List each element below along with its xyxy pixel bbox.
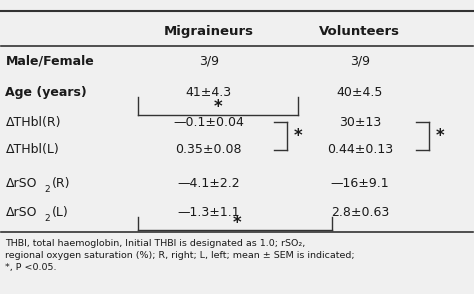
Text: 2.8±0.63: 2.8±0.63 [331, 206, 389, 219]
Text: *: * [214, 98, 222, 116]
Text: 2: 2 [45, 214, 50, 223]
Text: Male/Female: Male/Female [5, 54, 94, 67]
Text: THBl, total haemoglobin, Initial THBl is designated as 1.0; rSO₂,
regional oxyge: THBl, total haemoglobin, Initial THBl is… [5, 239, 355, 273]
Text: —0.1±0.04: —0.1±0.04 [173, 116, 244, 129]
Text: Migraineurs: Migraineurs [164, 25, 254, 38]
Text: ΔrSO: ΔrSO [5, 177, 37, 190]
Text: 3/9: 3/9 [199, 54, 219, 67]
Text: Age (years): Age (years) [5, 86, 87, 99]
Text: ΔTHbl(L): ΔTHbl(L) [5, 143, 59, 156]
Text: 41±4.3: 41±4.3 [186, 86, 232, 99]
Text: *: * [294, 127, 303, 145]
Text: *: * [436, 127, 445, 145]
Text: Volunteers: Volunteers [319, 25, 401, 38]
Text: ΔrSO: ΔrSO [5, 206, 37, 219]
Text: —4.1±2.2: —4.1±2.2 [177, 177, 240, 190]
Text: (R): (R) [52, 177, 70, 190]
Text: 0.35±0.08: 0.35±0.08 [175, 143, 242, 156]
Text: *: * [233, 214, 241, 232]
Text: 2: 2 [45, 185, 50, 194]
Text: (L): (L) [52, 206, 68, 219]
Text: —16±9.1: —16±9.1 [330, 177, 389, 190]
Text: —1.3±1.1: —1.3±1.1 [177, 206, 240, 219]
Text: 40±4.5: 40±4.5 [337, 86, 383, 99]
Text: 3/9: 3/9 [350, 54, 370, 67]
Text: 0.44±0.13: 0.44±0.13 [327, 143, 393, 156]
Text: ΔTHbl(R): ΔTHbl(R) [5, 116, 61, 129]
Text: 30±13: 30±13 [339, 116, 381, 129]
